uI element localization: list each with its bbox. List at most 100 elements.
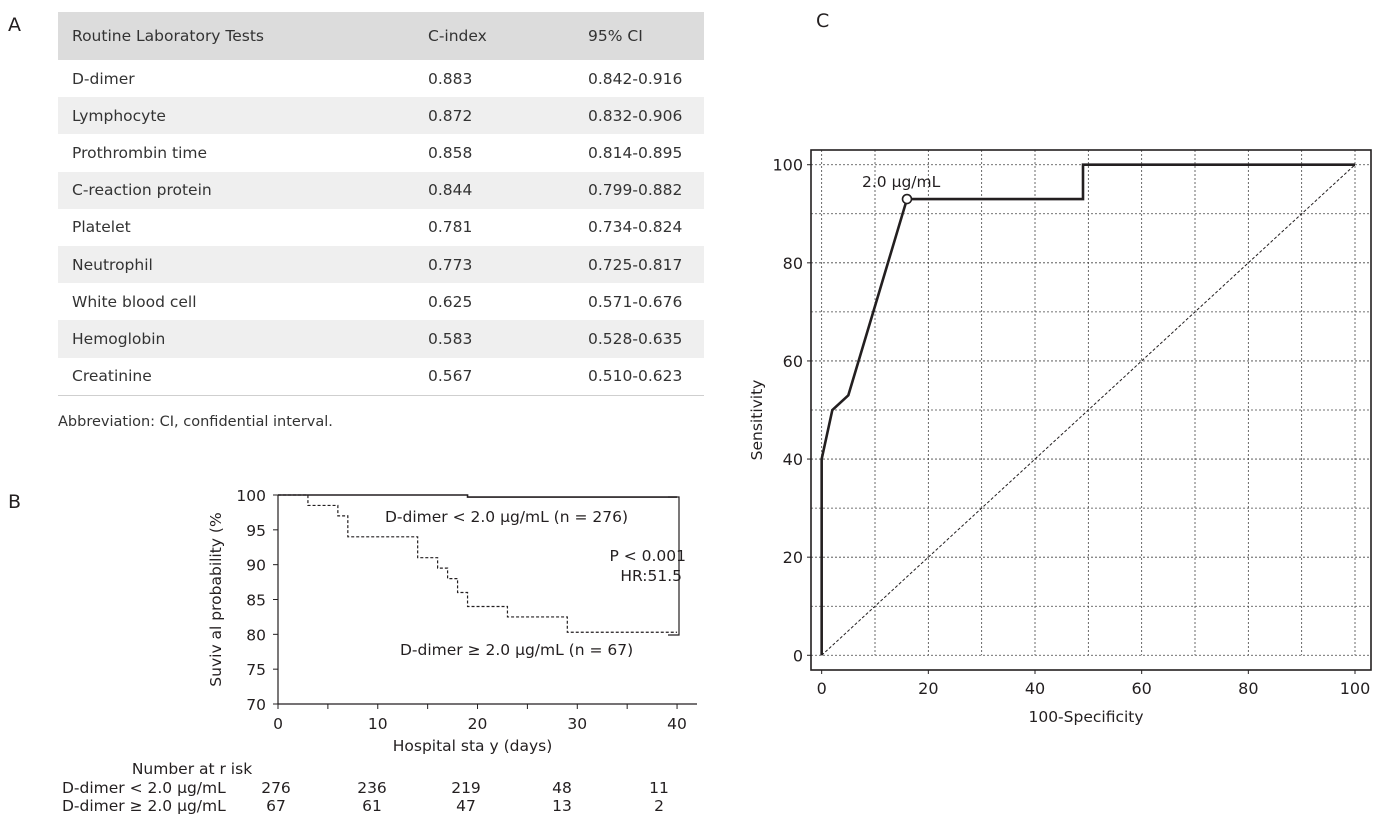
c-index-value: 0.773 xyxy=(414,245,574,284)
risk-table-row-label: D-dimer < 2.0 µg/mL xyxy=(62,779,226,797)
risk-table-title: Number at r isk xyxy=(132,760,252,778)
x-tick-label: 0 xyxy=(817,679,827,698)
risk-table-row-label: D-dimer ≥ 2.0 µg/mL xyxy=(62,797,226,815)
risk-table-value: 2 xyxy=(654,797,664,815)
risk-table-value: 67 xyxy=(266,797,286,815)
risk-table-value: 11 xyxy=(649,779,669,797)
series-label-high-ddimer: D-dimer ≥ 2.0 µg/mL (n = 67) xyxy=(400,641,633,659)
ci-value: 0.842-0.916 xyxy=(588,69,683,88)
roc-curve xyxy=(820,163,1355,656)
y-tick-label: 80 xyxy=(246,626,266,644)
cutoff-label: 2.0 µg/mL xyxy=(862,173,941,191)
x-tick-label: 20 xyxy=(468,715,488,733)
ci-value: 0.571-0.676 xyxy=(588,292,683,311)
c-index-value: 0.781 xyxy=(428,218,473,237)
risk-table-value: 61 xyxy=(362,797,382,815)
ci-value: 0.832-0.906 xyxy=(574,97,704,135)
y-tick-label: 80 xyxy=(783,254,803,273)
risk-table-value: 219 xyxy=(451,779,481,797)
cutoff-point xyxy=(901,193,913,205)
series-line-high-ddimer xyxy=(278,494,678,633)
y-tick-label: 60 xyxy=(783,352,803,371)
c-index-value: 0.844 xyxy=(414,171,574,209)
test-name: Lymphocyte xyxy=(58,97,414,135)
y-tick-label: 20 xyxy=(783,548,803,567)
x-tick-label: 20 xyxy=(918,679,938,698)
y-tick-label: 40 xyxy=(783,450,803,469)
y-axis-label: Sensitivity xyxy=(748,380,766,461)
panel-label-c: C xyxy=(816,10,830,32)
panel-label-a: A xyxy=(8,14,21,36)
series-line-low-ddimer xyxy=(278,494,678,498)
risk-table-value: 48 xyxy=(552,779,572,797)
risk-table-value: 236 xyxy=(357,779,387,797)
y-tick-label: 70 xyxy=(246,696,266,714)
test-name: D-dimer xyxy=(72,69,135,88)
y-tick-label: 100 xyxy=(236,487,266,505)
c-index-value: 0.625 xyxy=(428,292,473,311)
significance-bracket xyxy=(668,496,680,636)
header-ci: 95% CI xyxy=(574,12,704,60)
table-row: Hemoglobin 0.583 0.528-0.635 xyxy=(58,320,704,358)
table-row: Platelet 0.781 0.734-0.824 xyxy=(58,209,704,246)
y-tick-label: 90 xyxy=(246,557,266,575)
roc-chart: 2.0 µg/mL 0 20 40 60 80 100 0 20 40 60 80 100 100-Spe… xyxy=(748,149,1372,726)
risk-table-value: 13 xyxy=(552,797,572,815)
x-tick-label: 30 xyxy=(567,715,587,733)
x-tick-label: 0 xyxy=(273,715,283,733)
c-index-value: 0.567 xyxy=(414,357,574,396)
ci-value: 0.814-0.895 xyxy=(588,143,683,162)
table-row: White blood cell 0.625 0.571-0.676 xyxy=(58,283,704,320)
reference-diagonal xyxy=(821,164,1356,656)
y-tick-label: 100 xyxy=(772,156,803,175)
survival-chart: 70 75 80 85 90 95 100 0 10 20 30 40 Hospital sta y (… xyxy=(62,487,697,815)
header-test: Routine Laboratory Tests xyxy=(58,12,414,60)
test-name: Prothrombin time xyxy=(72,143,208,162)
test-name: White blood cell xyxy=(72,292,197,311)
ci-value: 0.528-0.635 xyxy=(574,320,704,358)
x-tick-label: 10 xyxy=(368,715,388,733)
table-header-row: Routine Laboratory Tests C-index 95% CI xyxy=(58,12,704,60)
x-tick-label: 40 xyxy=(1025,679,1045,698)
series-label-low-ddimer: D-dimer < 2.0 µg/mL (n = 276) xyxy=(385,508,628,526)
x-axis-label: 100-Specificity xyxy=(1028,708,1143,726)
test-name: C-reaction protein xyxy=(58,171,414,209)
hazard-ratio-label: HR:51.5 xyxy=(620,567,682,585)
c-index-value: 0.883 xyxy=(428,69,473,88)
y-tick-label: 95 xyxy=(246,522,266,540)
y-axis-label: Suviv al probability (% xyxy=(207,512,225,686)
x-axis-label: Hospital sta y (days) xyxy=(393,737,553,755)
c-index-table: Routine Laboratory Tests C-index 95% CI … xyxy=(58,12,704,396)
x-tick-label: 60 xyxy=(1131,679,1151,698)
x-tick-label: 40 xyxy=(667,715,687,733)
p-value-label: P < 0.001 xyxy=(609,547,686,565)
panel-label-b: B xyxy=(8,491,22,513)
x-tick-label: 100 xyxy=(1340,679,1371,698)
c-index-value: 0.858 xyxy=(428,143,473,162)
ci-value: 0.799-0.882 xyxy=(574,171,704,209)
table-row: Neutrophil 0.773 0.725-0.817 xyxy=(58,245,704,284)
y-tick-label: 75 xyxy=(246,661,266,679)
test-name: Creatinine xyxy=(58,357,414,396)
x-tick-label: 80 xyxy=(1238,679,1258,698)
y-tick-label: 0 xyxy=(793,646,803,665)
ci-value: 0.725-0.817 xyxy=(574,245,704,284)
table-row: D-dimer 0.883 0.842-0.916 xyxy=(58,60,704,97)
plot-frame xyxy=(810,149,1372,671)
ci-value: 0.510-0.623 xyxy=(574,357,704,396)
table-row: Prothrombin time 0.858 0.814-0.895 xyxy=(58,134,704,171)
c-index-value: 0.583 xyxy=(414,320,574,358)
risk-table-value: 47 xyxy=(456,797,476,815)
test-name: Hemoglobin xyxy=(58,320,414,358)
header-c-index: C-index xyxy=(414,12,574,60)
ci-value: 0.734-0.824 xyxy=(588,218,683,237)
table-footnote: Abbreviation: CI, confidential interval. xyxy=(58,414,333,430)
test-name: Platelet xyxy=(72,218,131,237)
risk-table-value: 276 xyxy=(261,779,291,797)
c-index-value: 0.872 xyxy=(414,97,574,135)
y-tick-label: 85 xyxy=(246,592,266,610)
table-row: Lymphocyte 0.872 0.832-0.906 xyxy=(58,97,704,135)
table-row: C-reaction protein 0.844 0.799-0.882 xyxy=(58,171,704,209)
table-row: Creatinine 0.567 0.510-0.623 xyxy=(58,357,704,396)
test-name: Neutrophil xyxy=(58,245,414,284)
